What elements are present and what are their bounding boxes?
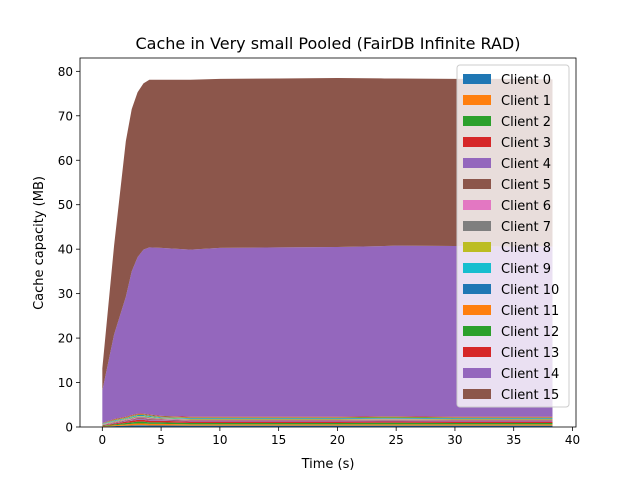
legend-label: Client 10 bbox=[501, 283, 559, 298]
legend-swatch bbox=[463, 284, 491, 294]
legend-label: Client 13 bbox=[501, 346, 559, 361]
area-series-client-7 bbox=[102, 416, 553, 425]
legend-box bbox=[456, 64, 570, 408]
legend-swatch bbox=[463, 137, 491, 147]
legend-label: Client 2 bbox=[501, 115, 551, 130]
x-tick-label: 30 bbox=[447, 433, 462, 447]
y-tick-label: 70 bbox=[58, 109, 73, 123]
area-layers bbox=[102, 78, 553, 427]
legend-label: Client 7 bbox=[501, 220, 551, 235]
x-tick-label: 10 bbox=[212, 433, 227, 447]
area-series-client-1 bbox=[102, 423, 553, 427]
legend: Client 0 Client 1 Client 2 Client 3 Client 4… bbox=[456, 64, 570, 408]
y-tick-label: 80 bbox=[58, 65, 73, 79]
legend-label: Client 6 bbox=[501, 199, 551, 214]
legend-swatch bbox=[463, 221, 491, 231]
legend-label: Client 1 bbox=[501, 94, 551, 109]
area-series-client-5 bbox=[102, 418, 553, 425]
legend-label: Client 12 bbox=[501, 325, 559, 340]
area-series-client-3 bbox=[102, 419, 553, 426]
area-series-client-9 bbox=[102, 415, 553, 425]
y-tick-label: 0 bbox=[65, 421, 73, 435]
y-tick-label: 20 bbox=[58, 332, 73, 346]
legend-label: Client 15 bbox=[501, 388, 559, 403]
area-series-client-10 bbox=[102, 414, 553, 424]
area-series-client-11 bbox=[102, 414, 553, 424]
legend-swatch bbox=[463, 389, 491, 399]
y-axis-label: Cache capacity (MB) bbox=[32, 176, 47, 310]
y-tick-label: 50 bbox=[58, 198, 73, 212]
legend-label: Client 3 bbox=[501, 136, 551, 151]
y-tick-label: 30 bbox=[58, 287, 73, 301]
y-tick-label: 40 bbox=[58, 243, 73, 257]
legend-label: Client 11 bbox=[501, 304, 559, 319]
chart-title: Cache in Very small Pooled (FairDB Infin… bbox=[136, 34, 521, 53]
area-series-client-14 bbox=[102, 245, 553, 423]
area-series-client-13 bbox=[102, 413, 553, 424]
y-tick-label: 10 bbox=[58, 376, 73, 390]
legend-label: Client 4 bbox=[501, 157, 551, 172]
legend-swatch bbox=[463, 242, 491, 252]
x-tick-label: 0 bbox=[99, 433, 107, 447]
legend-label: Client 0 bbox=[501, 73, 551, 88]
area-series-client-15 bbox=[102, 78, 553, 391]
x-tick-label: 25 bbox=[389, 433, 404, 447]
area-series-client-2 bbox=[102, 421, 553, 427]
x-tick-label: 20 bbox=[330, 433, 345, 447]
legend-label: Client 5 bbox=[501, 178, 551, 193]
legend-swatch bbox=[463, 305, 491, 315]
x-tick-label: 35 bbox=[506, 433, 521, 447]
legend-label: Client 14 bbox=[501, 367, 559, 382]
y-tick-label: 60 bbox=[58, 154, 73, 168]
legend-swatch bbox=[463, 116, 491, 126]
legend-swatch bbox=[463, 368, 491, 378]
legend-label: Client 8 bbox=[501, 241, 551, 256]
x-tick-label: 5 bbox=[157, 433, 165, 447]
legend-swatch bbox=[463, 200, 491, 210]
area-series-client-8 bbox=[102, 416, 553, 425]
legend-label: Client 9 bbox=[501, 262, 551, 277]
area-series-client-6 bbox=[102, 417, 553, 425]
x-axis-label: Time (s) bbox=[301, 457, 355, 472]
x-tick-label: 40 bbox=[565, 433, 580, 447]
area-series-client-4 bbox=[102, 418, 553, 426]
plot-frame bbox=[79, 57, 577, 428]
legend-swatch bbox=[463, 158, 491, 168]
x-tick-label: 15 bbox=[271, 433, 286, 447]
area-series-client-12 bbox=[102, 414, 553, 424]
legend-swatch bbox=[463, 74, 491, 84]
legend-swatch bbox=[463, 263, 491, 273]
legend-swatch bbox=[463, 179, 491, 189]
legend-swatch bbox=[463, 326, 491, 336]
legend-swatch bbox=[463, 95, 491, 105]
axes: 0 5 10 15 20 25 30 35 40 0 10 20 30 40 50 60 70 80 bbox=[58, 57, 580, 447]
legend-swatch bbox=[463, 347, 491, 357]
